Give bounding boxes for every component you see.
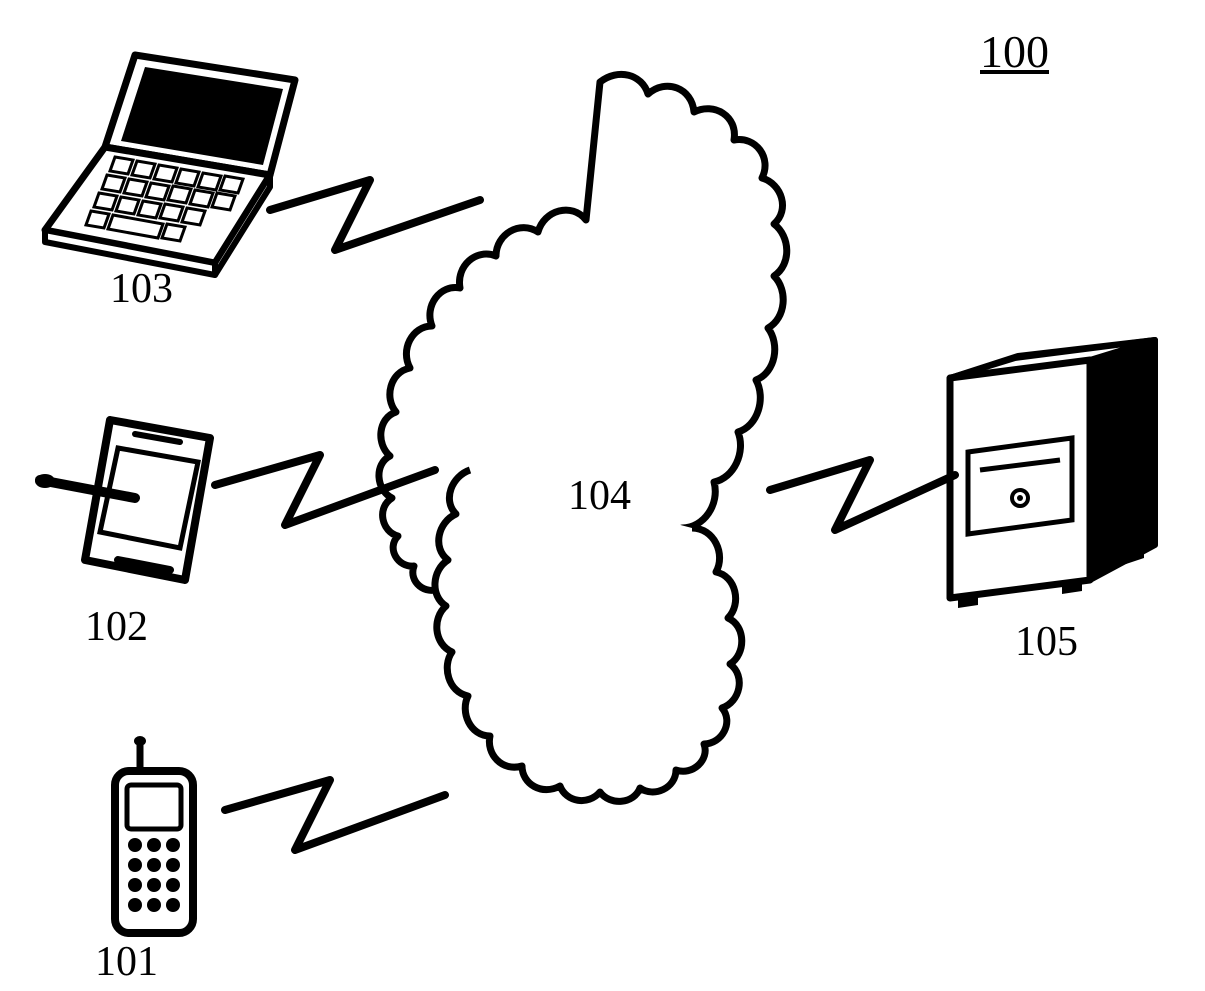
label-103: 103 bbox=[110, 265, 173, 313]
mobile-phone-icon bbox=[115, 736, 193, 933]
label-102: 102 bbox=[85, 603, 148, 651]
edge-103-104 bbox=[270, 180, 480, 250]
laptop-icon bbox=[45, 55, 295, 275]
label-104: 104 bbox=[568, 472, 631, 520]
tablet-icon bbox=[35, 420, 210, 580]
server-icon bbox=[950, 340, 1155, 608]
label-101: 101 bbox=[95, 938, 158, 986]
label-105: 105 bbox=[1015, 618, 1078, 666]
edge-104-105 bbox=[770, 460, 955, 530]
figure-number: 100 bbox=[980, 25, 1049, 78]
